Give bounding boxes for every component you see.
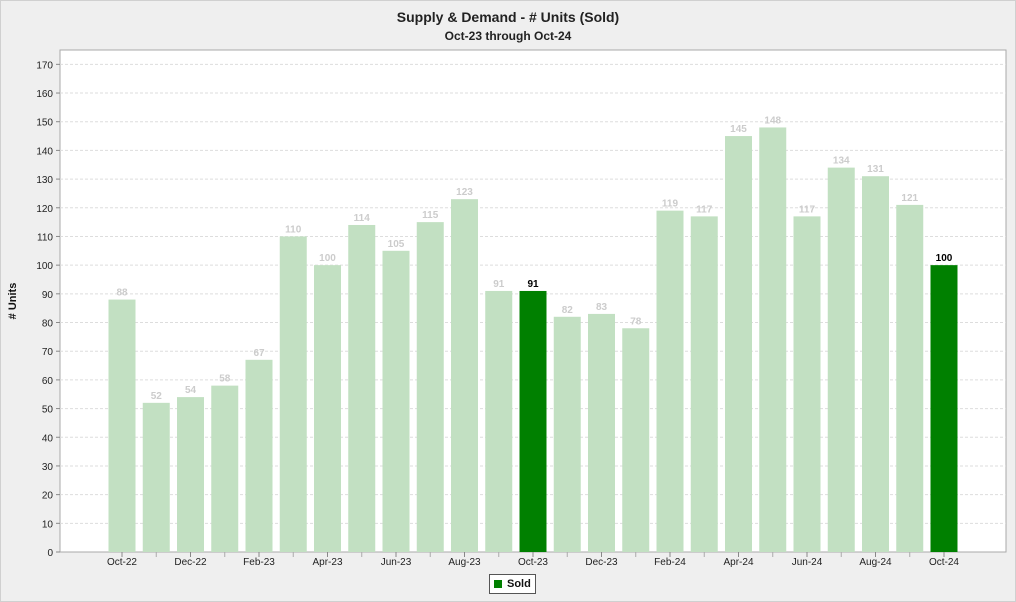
bar-mar-24 [690,216,718,552]
bar-jul-23 [416,222,444,552]
x-tick-label: Jun-23 [381,557,412,568]
y-tick-label: 50 [42,405,54,416]
x-tick-label: Aug-24 [859,557,892,568]
y-tick-label: 80 [42,319,54,330]
bar-value-label: 117 [799,204,816,215]
y-tick-label: 150 [36,118,53,129]
bar-feb-24 [656,210,684,552]
bar-value-label: 54 [185,385,197,396]
y-tick-label: 110 [37,232,53,243]
bar-may-23 [348,224,376,553]
legend-swatch [494,580,502,588]
legend-label: Sold [507,578,531,590]
bar-value-label: 91 [527,279,539,290]
x-tick-label: Aug-23 [448,557,481,568]
bar-nov-23 [553,316,581,552]
y-tick-label: 160 [36,89,53,100]
bar-value-label: 131 [867,164,884,175]
bar-sep-24 [896,204,924,552]
bar-value-label: 67 [253,348,265,359]
bar-feb-23 [245,359,273,552]
bar-value-label: 91 [493,279,505,290]
y-tick-label: 70 [42,347,54,358]
x-tick-label: Oct-23 [518,557,548,568]
bar-value-label: 145 [730,124,747,135]
y-tick-label: 20 [42,491,54,502]
bar-sep-23 [485,290,513,552]
x-tick-label: Jun-24 [792,557,823,568]
y-tick-label: 10 [42,519,54,530]
bar-may-24 [759,127,787,553]
chart-subtitle: Oct-23 through Oct-24 [444,29,572,43]
bar-mar-23 [279,236,307,552]
legend: Sold [489,574,536,594]
bar-value-label: 117 [696,204,713,215]
bar-value-label: 100 [936,253,953,264]
x-tick-label: Feb-24 [654,557,686,568]
y-tick-label: 100 [36,261,53,272]
x-tick-label: Apr-23 [312,557,342,568]
chart-title: Supply & Demand - # Units (Sold) [396,9,620,25]
bar-value-label: 58 [219,374,231,385]
bar-jun-24 [793,216,821,552]
bar-jan-24 [622,328,650,552]
bar-value-label: 100 [319,253,336,264]
bar-apr-24 [725,136,752,553]
y-tick-label: 120 [36,204,53,215]
bar-value-label: 52 [151,391,163,402]
bar-value-label: 78 [630,316,642,327]
x-tick-label: Dec-22 [174,557,207,568]
bar-value-label: 82 [562,305,574,316]
bar-nov-22 [142,402,170,552]
x-tick-label: Oct-22 [107,557,137,568]
bar-dec-23 [588,313,615,552]
bar-value-label: 110 [285,224,302,235]
bar-jul-24 [827,167,855,552]
y-tick-label: 0 [47,548,53,559]
x-tick-label: Oct-24 [929,557,959,568]
bar-jan-23 [211,385,239,552]
bar-value-label: 88 [116,288,128,299]
bar-value-label: 115 [422,210,439,221]
y-tick-label: 140 [36,146,53,157]
y-tick-label: 90 [42,290,54,301]
y-tick-label: 130 [36,175,53,186]
bar-value-label: 121 [901,193,918,204]
bar-value-label: 119 [662,199,679,210]
y-tick-label: 30 [42,462,54,473]
bar-value-label: 114 [354,213,371,224]
x-tick-label: Feb-23 [243,557,275,568]
bar-apr-23 [314,265,341,552]
bar-value-label: 83 [596,302,608,313]
bar-value-label: 105 [388,239,405,250]
x-tick-label: Dec-23 [585,557,618,568]
bar-dec-22 [177,397,204,552]
y-tick-label: 170 [36,60,53,71]
bar-value-label: 134 [833,156,850,167]
bar-value-label: 123 [456,187,473,198]
y-tick-label: 60 [42,376,54,387]
bar-oct-24 [930,265,958,552]
x-tick-label: Apr-24 [723,557,753,568]
bar-value-label: 148 [764,115,781,126]
bar-aug-23 [451,199,478,552]
y-tick-label: 40 [42,433,54,444]
bar-oct-22 [108,299,136,552]
bar-aug-24 [862,176,889,552]
bar-jun-23 [382,250,410,553]
bar-oct-23 [519,290,547,552]
